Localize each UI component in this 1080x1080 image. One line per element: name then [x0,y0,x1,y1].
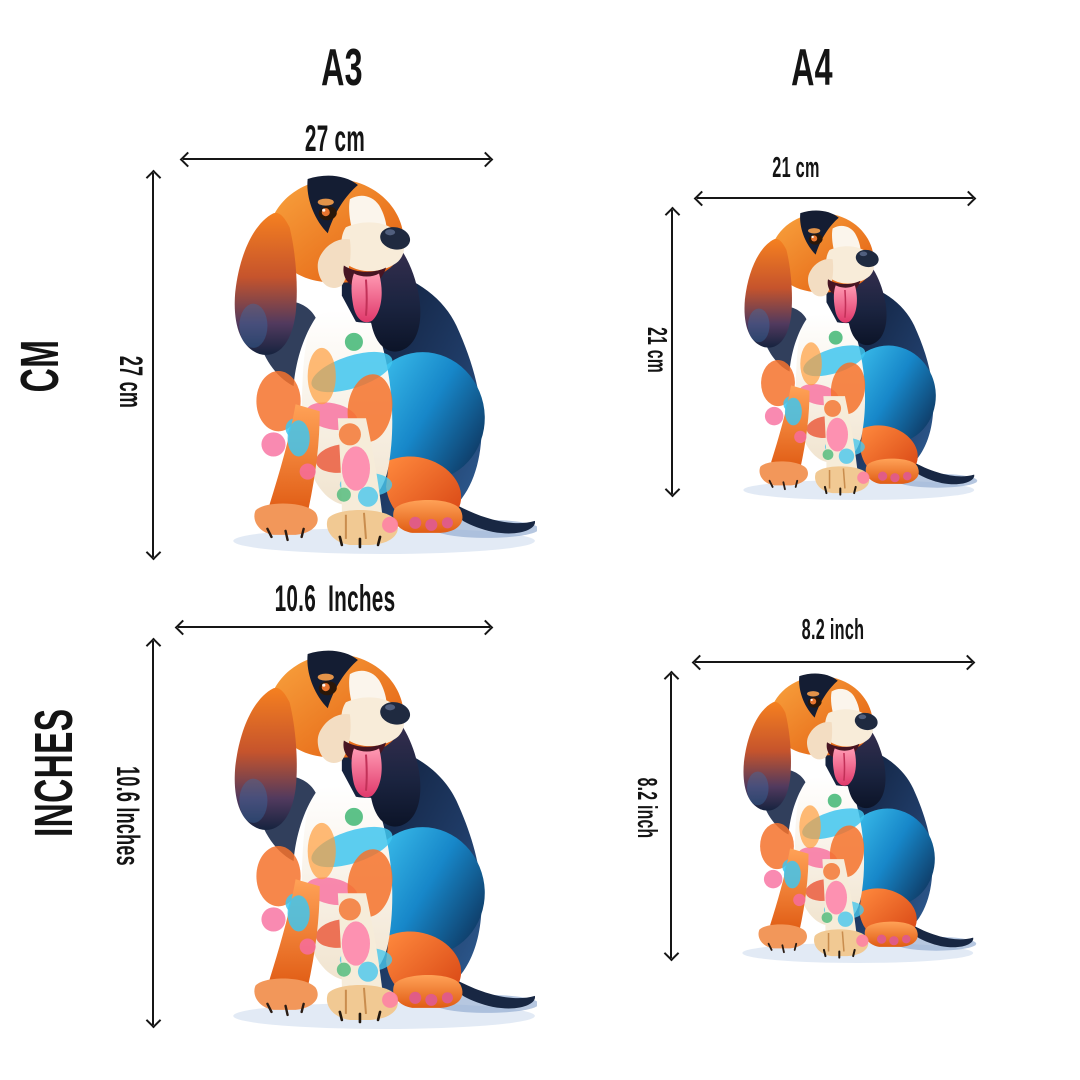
width-dimension-arrow [178,626,490,628]
column-header-a4: A4 [791,39,833,97]
height-dimension-arrow [152,173,154,557]
height-dimension-label: 27 cm [113,355,149,409]
column-header-a3: A3 [321,39,363,97]
width-dimension-arrow [183,158,490,160]
height-dimension-label: 21 cm [642,327,673,373]
width-dimension-label: 27 cm [304,118,366,159]
width-dimension-label: 10.6 Inches [274,578,396,619]
row-label-inches: INCHES [24,708,84,837]
dog-illustration [203,650,537,1029]
width-dimension-arrow [695,661,972,663]
height-dimension-label: 10.6 Inches [110,766,146,866]
width-dimension-arrow [697,197,973,199]
row-label-cm: CM [10,339,70,393]
dog-illustration [712,673,982,963]
dog-illustration [713,210,983,500]
height-dimension-arrow [670,674,672,958]
height-dimension-label: 8.2 inch [632,777,663,839]
width-dimension-label: 8.2 inch [801,614,865,646]
width-dimension-label: 21 cm [772,152,820,184]
height-dimension-arrow [152,641,154,1025]
height-dimension-arrow [671,210,673,494]
dog-illustration [203,175,537,554]
